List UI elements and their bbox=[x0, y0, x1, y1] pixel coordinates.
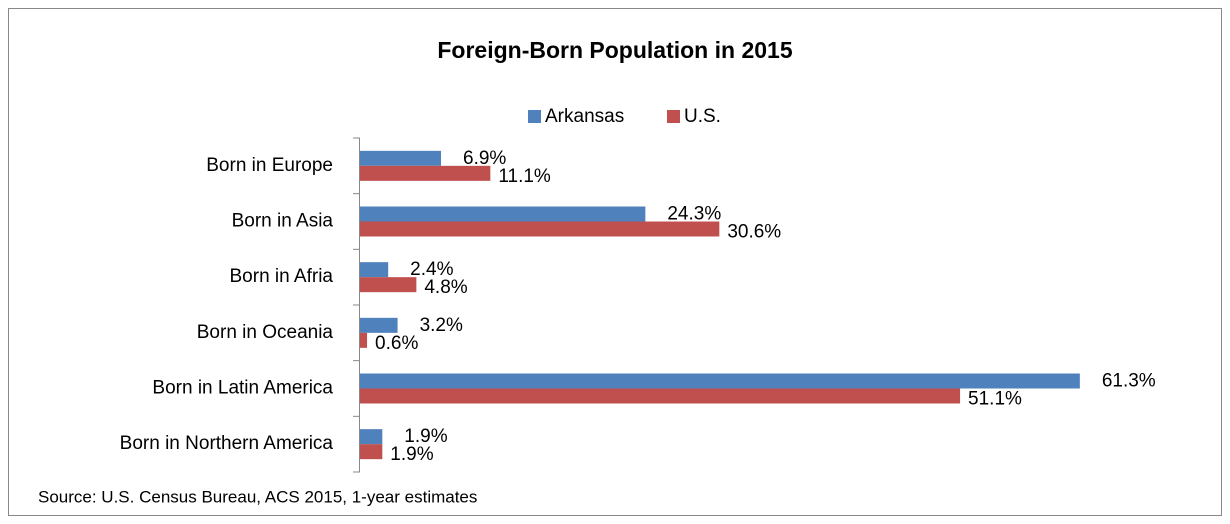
bar bbox=[360, 373, 1080, 389]
legend-swatch bbox=[528, 110, 541, 123]
data-label: 6.9% bbox=[463, 148, 506, 169]
data-label: 11.1% bbox=[498, 166, 551, 187]
bar bbox=[360, 388, 961, 404]
y-tick-label: Born in Afria bbox=[230, 266, 334, 287]
data-label: 0.6% bbox=[375, 333, 418, 354]
bar bbox=[360, 332, 368, 348]
source-note: Source: U.S. Census Bureau, ACS 2015, 1-… bbox=[38, 487, 477, 506]
y-tick-label: Born in Northern America bbox=[120, 433, 334, 454]
bar bbox=[360, 277, 417, 293]
legend-swatch bbox=[667, 110, 680, 123]
chart-frame bbox=[8, 8, 1222, 516]
bar bbox=[360, 165, 491, 181]
data-label: 4.8% bbox=[424, 277, 467, 298]
data-label: 1.9% bbox=[404, 426, 447, 447]
data-label: 2.4% bbox=[410, 259, 453, 280]
bar bbox=[360, 444, 383, 460]
data-label: 3.2% bbox=[420, 315, 463, 336]
bar bbox=[360, 221, 720, 237]
data-label: 30.6% bbox=[727, 222, 781, 243]
legend-label: U.S. bbox=[684, 106, 721, 127]
data-label: 51.1% bbox=[968, 389, 1022, 410]
bar bbox=[360, 150, 442, 166]
bar bbox=[360, 317, 398, 333]
data-label: 61.3% bbox=[1102, 371, 1156, 392]
legend-label: Arkansas bbox=[545, 106, 624, 127]
y-tick-label: Born in Europe bbox=[206, 155, 333, 176]
data-label: 1.9% bbox=[390, 444, 433, 465]
bar bbox=[360, 262, 389, 278]
y-tick-label: Born in Oceania bbox=[197, 322, 334, 343]
bar bbox=[360, 206, 646, 222]
data-label: 24.3% bbox=[667, 204, 721, 225]
y-tick-label: Born in Latin America bbox=[152, 378, 333, 399]
chart-title: Foreign-Born Population in 2015 bbox=[437, 37, 792, 63]
y-tick-label: Born in Asia bbox=[232, 211, 334, 232]
bar bbox=[360, 429, 383, 445]
